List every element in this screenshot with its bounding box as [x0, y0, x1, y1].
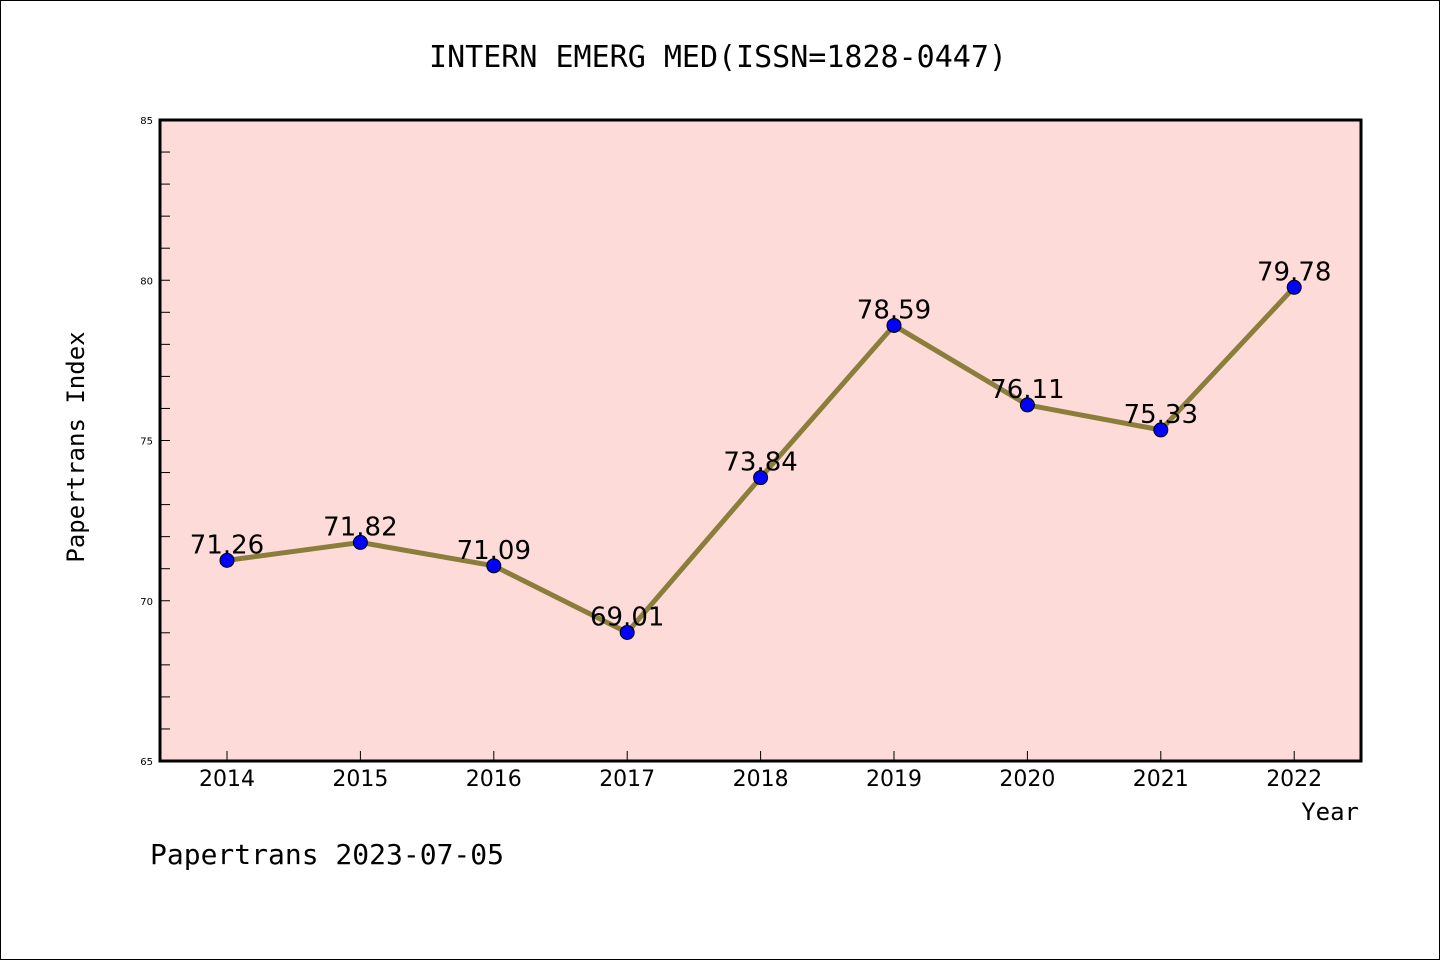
x-axis-ticks: 2014 2015 2016 2017 2018 2019 2020 2021 2022: [199, 751, 1322, 792]
chart-title: INTERN EMERG MED(ISSN=1828-0447): [429, 40, 1007, 75]
data-point: [753, 470, 769, 486]
data-point: [352, 534, 368, 550]
y-tick-label: 70: [140, 597, 153, 608]
x-tick-label: 2018: [733, 767, 789, 792]
x-tick-label: 2021: [1133, 767, 1189, 792]
data-point: [219, 552, 235, 568]
data-labels: 71.26 71.82 71.09 69.01 73.84 78.59 76.11 75.33…: [190, 257, 1332, 632]
data-point: [486, 558, 502, 574]
x-tick-label: 2015: [332, 767, 388, 792]
y-axis-label: Papertrans Index: [62, 331, 90, 562]
y-tick-label: 65: [140, 757, 153, 768]
data-point: [1286, 279, 1302, 295]
x-tick-label: 2020: [999, 767, 1055, 792]
data-label: 79.78: [1257, 257, 1331, 287]
y-tick-label: 85: [140, 116, 153, 127]
data-point: [619, 624, 635, 640]
data-label: 71.82: [323, 512, 397, 542]
data-label: 76.11: [990, 375, 1064, 405]
x-tick-label: 2017: [599, 767, 655, 792]
y-tick-label: 80: [140, 276, 153, 287]
footer-text: Papertrans 2023-07-05: [150, 838, 504, 871]
data-label: 71.09: [457, 536, 531, 566]
data-label: 69.01: [590, 602, 664, 632]
plot-area: [158, 118, 1363, 763]
x-tick-label: 2014: [199, 767, 255, 792]
x-tick-label: 2019: [866, 767, 922, 792]
data-label: 75.33: [1124, 400, 1198, 430]
series-markers: [219, 279, 1302, 640]
data-label: 73.84: [723, 448, 797, 478]
data-point: [1019, 397, 1035, 413]
data-label: 78.59: [857, 295, 931, 325]
x-tick-label: 2022: [1266, 767, 1322, 792]
y-tick-label: 75: [140, 437, 153, 448]
data-label: 71.26: [190, 530, 264, 560]
y-axis-ticks: 65 70 75 80 85: [140, 116, 170, 768]
data-point: [886, 317, 902, 333]
x-tick-label: 2016: [466, 767, 522, 792]
x-axis-label: Year: [1301, 798, 1359, 826]
data-point: [1153, 422, 1169, 438]
